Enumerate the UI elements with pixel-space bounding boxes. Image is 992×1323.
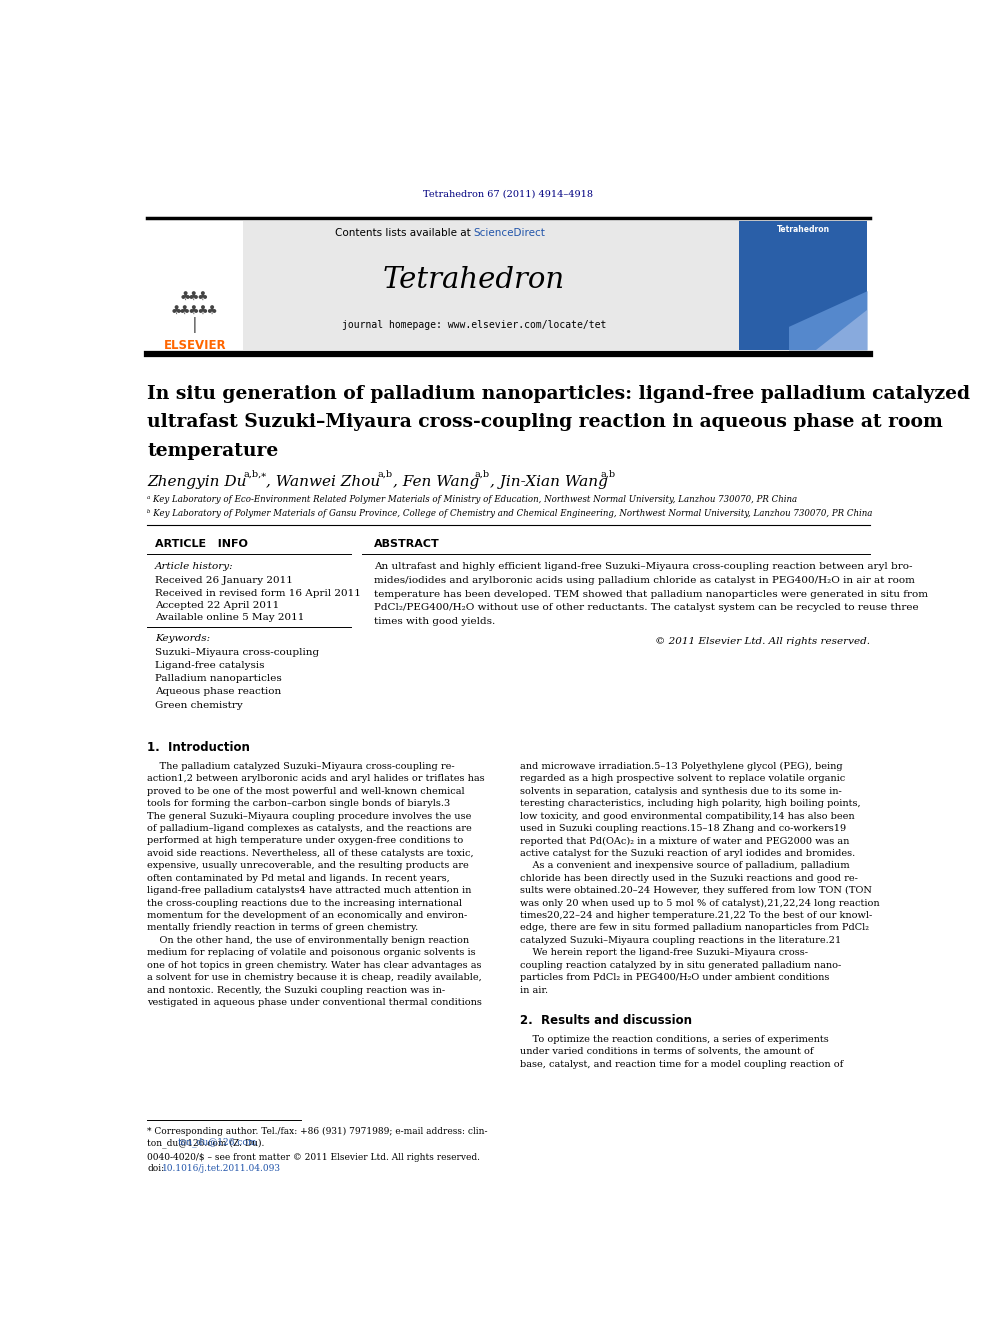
Text: performed at high temperature under oxygen-free conditions to: performed at high temperature under oxyg… [147, 836, 463, 845]
Text: regarded as a high prospective solvent to replace volatile organic: regarded as a high prospective solvent t… [520, 774, 845, 783]
Text: , Jin-Xian Wang: , Jin-Xian Wang [490, 475, 608, 488]
Text: 10.1016/j.tet.2011.04.093: 10.1016/j.tet.2011.04.093 [162, 1164, 281, 1174]
Text: Contents lists available at: Contents lists available at [335, 228, 474, 238]
Text: solvents in separation, catalysis and synthesis due to its some in-: solvents in separation, catalysis and sy… [520, 787, 841, 795]
Text: We herein report the ligand-free Suzuki–Miyaura cross-: We herein report the ligand-free Suzuki–… [520, 949, 807, 958]
Text: PdCl₂/PEG400/H₂O without use of other reductants. The catalyst system can be rec: PdCl₂/PEG400/H₂O without use of other re… [374, 603, 919, 613]
Bar [147, 221, 243, 351]
Text: 2.  Results and discussion: 2. Results and discussion [520, 1015, 692, 1027]
Text: As a convenient and inexpensive source of palladium, palladium: As a convenient and inexpensive source o… [520, 861, 849, 871]
Text: temperature: temperature [147, 442, 279, 460]
Text: Keywords:: Keywords: [155, 635, 210, 643]
Text: of palladium–ligand complexes as catalysts, and the reactions are: of palladium–ligand complexes as catalys… [147, 824, 472, 833]
Text: The palladium catalyzed Suzuki–Miyaura cross-coupling re-: The palladium catalyzed Suzuki–Miyaura c… [147, 762, 454, 771]
Text: teresting characteristics, including high polarity, high boiling points,: teresting characteristics, including hig… [520, 799, 860, 808]
Text: ♣♣♣
♣♣♣♣♣
  |: ♣♣♣ ♣♣♣♣♣ | [172, 290, 217, 333]
Polygon shape [815, 310, 867, 351]
Text: Tetrahedron: Tetrahedron [777, 225, 830, 234]
Text: On the other hand, the use of environmentally benign reaction: On the other hand, the use of environmen… [147, 935, 469, 945]
Text: temperature has been developed. TEM showed that palladium nanoparticles were gen: temperature has been developed. TEM show… [374, 590, 928, 599]
Text: active catalyst for the Suzuki reaction of aryl iodides and bromides.: active catalyst for the Suzuki reaction … [520, 849, 855, 857]
Text: base, catalyst, and reaction time for a model coupling reaction of: base, catalyst, and reaction time for a … [520, 1060, 843, 1069]
Text: The general Suzuki–Miyaura coupling procedure involves the use: The general Suzuki–Miyaura coupling proc… [147, 811, 471, 820]
Polygon shape [789, 291, 867, 351]
Text: avoid side reactions. Nevertheless, all of these catalysts are toxic,: avoid side reactions. Nevertheless, all … [147, 849, 474, 857]
Text: ELSEVIER: ELSEVIER [164, 339, 226, 352]
Text: ton_du@126.com: ton_du@126.com [178, 1138, 257, 1147]
Text: Received in revised form 16 April 2011: Received in revised form 16 April 2011 [155, 589, 361, 598]
Text: ligand-free palladium catalysts4 have attracted much attention in: ligand-free palladium catalysts4 have at… [147, 886, 471, 896]
Text: coupling reaction catalyzed by in situ generated palladium nano-: coupling reaction catalyzed by in situ g… [520, 960, 841, 970]
Text: Accepted 22 April 2011: Accepted 22 April 2011 [155, 601, 279, 610]
Text: a,b: a,b [601, 470, 616, 479]
Text: in air.: in air. [520, 986, 548, 995]
Text: In situ generation of palladium nanoparticles: ligand-free palladium catalyzed: In situ generation of palladium nanopart… [147, 385, 970, 404]
Text: ARTICLE   INFO: ARTICLE INFO [155, 538, 248, 549]
Text: particles from PdCl₂ in PEG400/H₂O under ambient conditions: particles from PdCl₂ in PEG400/H₂O under… [520, 974, 829, 982]
Text: catalyzed Suzuki–Miyaura coupling reactions in the literature.21: catalyzed Suzuki–Miyaura coupling reacti… [520, 935, 841, 945]
Bar [243, 221, 739, 351]
Text: a,b,⁎: a,b,⁎ [243, 470, 266, 479]
Text: 0040-4020/$ – see front matter © 2011 Elsevier Ltd. All rights reserved.: 0040-4020/$ – see front matter © 2011 El… [147, 1154, 480, 1162]
Text: sults were obtained.20–24 However, they suffered from low TON (TON: sults were obtained.20–24 However, they … [520, 886, 872, 896]
Text: ᵇ Key Laboratory of Polymer Materials of Gansu Province, College of Chemistry an: ᵇ Key Laboratory of Polymer Materials of… [147, 509, 872, 519]
Text: edge, there are few in situ formed palladium nanoparticles from PdCl₂: edge, there are few in situ formed palla… [520, 923, 869, 933]
Text: Received 26 January 2011: Received 26 January 2011 [155, 577, 293, 586]
Text: mides/iodides and arylboronic acids using palladium chloride as catalyst in PEG4: mides/iodides and arylboronic acids usin… [374, 576, 915, 585]
Text: action1,2 between arylboronic acids and aryl halides or triflates has: action1,2 between arylboronic acids and … [147, 774, 485, 783]
Text: and nontoxic. Recently, the Suzuki coupling reaction was in-: and nontoxic. Recently, the Suzuki coupl… [147, 986, 445, 995]
Text: under varied conditions in terms of solvents, the amount of: under varied conditions in terms of solv… [520, 1046, 813, 1056]
Text: the cross-coupling reactions due to the increasing international: the cross-coupling reactions due to the … [147, 898, 462, 908]
Text: journal homepage: www.elsevier.com/locate/tet: journal homepage: www.elsevier.com/locat… [341, 320, 606, 329]
Text: Palladium nanoparticles: Palladium nanoparticles [155, 675, 282, 683]
Text: An ultrafast and highly efficient ligand-free Suzuki–Miyaura cross-coupling reac: An ultrafast and highly efficient ligand… [374, 562, 913, 572]
Text: chloride has been directly used in the Suzuki reactions and good re-: chloride has been directly used in the S… [520, 873, 858, 882]
Text: reported that Pd(OAc)₂ in a mixture of water and PEG2000 was an: reported that Pd(OAc)₂ in a mixture of w… [520, 836, 849, 845]
Text: Ligand-free catalysis: Ligand-free catalysis [155, 662, 264, 669]
Text: ultrafast Suzuki–Miyaura cross-coupling reaction in aqueous phase at room: ultrafast Suzuki–Miyaura cross-coupling … [147, 413, 942, 431]
Text: doi:: doi: [147, 1164, 165, 1174]
Text: mentally friendly reaction in terms of green chemistry.: mentally friendly reaction in terms of g… [147, 923, 419, 933]
Text: Zhengyin Du: Zhengyin Du [147, 475, 247, 488]
Text: Green chemistry: Green chemistry [155, 701, 242, 709]
Text: tools for forming the carbon–carbon single bonds of biaryls.3: tools for forming the carbon–carbon sing… [147, 799, 450, 808]
Text: and microwave irradiation.5–13 Polyethylene glycol (PEG), being: and microwave irradiation.5–13 Polyethyl… [520, 762, 842, 771]
Text: Available online 5 May 2011: Available online 5 May 2011 [155, 613, 305, 622]
Text: ᵃ Key Laboratory of Eco-Environment Related Polymer Materials of Ministry of Edu: ᵃ Key Laboratory of Eco-Environment Rela… [147, 495, 798, 504]
Text: ScienceDirect: ScienceDirect [474, 228, 546, 238]
Text: momentum for the development of an economically and environ-: momentum for the development of an econo… [147, 912, 467, 919]
Text: proved to be one of the most powerful and well-known chemical: proved to be one of the most powerful an… [147, 787, 464, 795]
Text: © 2011 Elsevier Ltd. All rights reserved.: © 2011 Elsevier Ltd. All rights reserved… [655, 638, 870, 646]
Text: 1.  Introduction: 1. Introduction [147, 741, 250, 754]
Text: ton_du@126.com (Z. Du).: ton_du@126.com (Z. Du). [147, 1138, 265, 1147]
Text: expensive, usually unrecoverable, and the resulting products are: expensive, usually unrecoverable, and th… [147, 861, 469, 871]
Text: To optimize the reaction conditions, a series of experiments: To optimize the reaction conditions, a s… [520, 1035, 828, 1044]
Text: Article history:: Article history: [155, 562, 233, 572]
Text: times20,22–24 and higher temperature.21,22 To the best of our knowl-: times20,22–24 and higher temperature.21,… [520, 912, 872, 919]
Text: , Wanwei Zhou: , Wanwei Zhou [266, 475, 381, 488]
Text: medium for replacing of volatile and poisonous organic solvents is: medium for replacing of volatile and poi… [147, 949, 476, 958]
Text: Suzuki–Miyaura cross-coupling: Suzuki–Miyaura cross-coupling [155, 648, 318, 656]
Text: ABSTRACT: ABSTRACT [374, 538, 439, 549]
Text: , Fen Wang: , Fen Wang [393, 475, 479, 488]
Text: often contaminated by Pd metal and ligands. In recent years,: often contaminated by Pd metal and ligan… [147, 873, 449, 882]
Text: Tetrahedron: Tetrahedron [383, 266, 564, 294]
Text: used in Suzuki coupling reactions.15–18 Zhang and co-workers19: used in Suzuki coupling reactions.15–18 … [520, 824, 846, 833]
Bar [739, 221, 867, 351]
Text: one of hot topics in green chemistry. Water has clear advantages as: one of hot topics in green chemistry. Wa… [147, 960, 481, 970]
Text: vestigated in aqueous phase under conventional thermal conditions: vestigated in aqueous phase under conven… [147, 998, 482, 1007]
Text: a solvent for use in chemistry because it is cheap, readily available,: a solvent for use in chemistry because i… [147, 974, 482, 982]
Text: a,b: a,b [378, 470, 393, 479]
Text: Aqueous phase reaction: Aqueous phase reaction [155, 688, 281, 696]
Text: low toxicity, and good environmental compatibility,14 has also been: low toxicity, and good environmental com… [520, 811, 854, 820]
Text: * Corresponding author. Tel./fax: +86 (931) 7971989; e-mail address: clin-: * Corresponding author. Tel./fax: +86 (9… [147, 1126, 487, 1135]
Text: Tetrahedron 67 (2011) 4914–4918: Tetrahedron 67 (2011) 4914–4918 [424, 189, 593, 198]
Text: a,b: a,b [474, 470, 490, 479]
Text: was only 20 when used up to 5 mol % of catalyst),21,22,24 long reaction: was only 20 when used up to 5 mol % of c… [520, 898, 880, 908]
Text: times with good yields.: times with good yields. [374, 617, 495, 626]
